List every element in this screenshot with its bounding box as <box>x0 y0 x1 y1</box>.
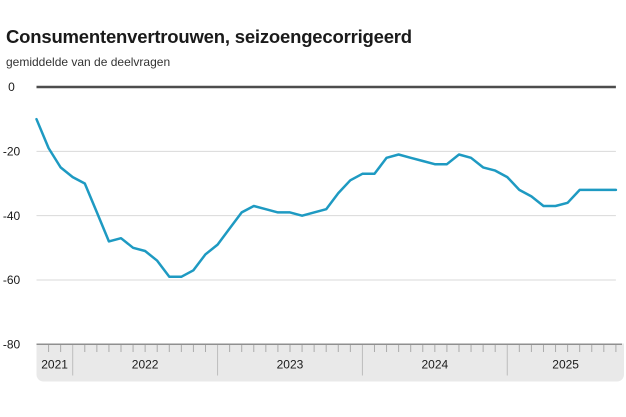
year-labels: 2021 2022 2023 2024 2025 <box>41 358 579 372</box>
y-tick-label: 0 <box>8 80 15 94</box>
chart-title: Consumentenvertrouwen, seizoengecorrigee… <box>6 26 412 47</box>
y-gridlines <box>36 150 616 281</box>
y-axis-labels: 0 -20 -40 -60 -80 <box>3 80 21 351</box>
year-label: 2022 <box>132 358 159 372</box>
month-ticks <box>48 345 617 352</box>
chart-subtitle: gemiddelde van de deelvragen <box>6 55 171 69</box>
year-label: 2021 <box>41 358 68 372</box>
year-label: 2023 <box>277 358 304 372</box>
x-axis-band <box>36 343 624 382</box>
y-tick-label: -80 <box>3 338 21 352</box>
y-tick-label: -20 <box>3 145 21 159</box>
axis-band-bg-top <box>36 343 624 356</box>
y-tick-label: -60 <box>3 273 21 287</box>
year-label: 2024 <box>421 358 448 372</box>
y-tick-label: -40 <box>3 209 21 223</box>
year-separators <box>72 345 508 376</box>
series-line <box>35 117 618 279</box>
year-label: 2025 <box>552 358 579 372</box>
